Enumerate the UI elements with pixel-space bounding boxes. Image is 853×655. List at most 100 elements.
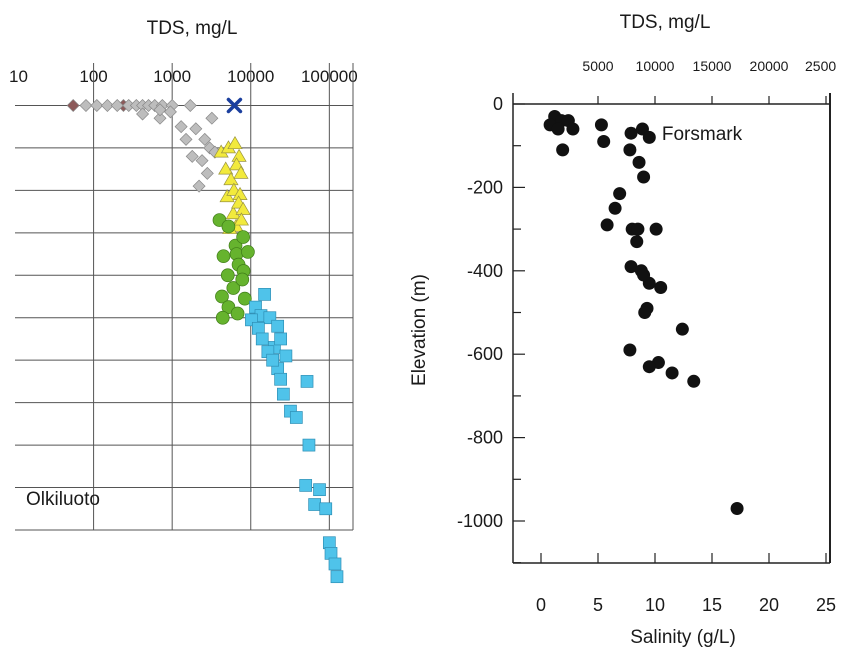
left-square-point [279,349,293,363]
right-top-tick-label: 10000 [636,58,675,74]
left-triangle-point [227,135,243,150]
left-square-point [271,319,285,333]
left-diamond-point [66,98,80,112]
right-data-point [637,268,651,282]
left-circle-point [215,289,229,304]
left-chart-title: TDS, mg/L [147,18,238,39]
right-data-point [613,187,627,201]
left-circle-point [215,310,230,325]
right-data-point [675,322,689,336]
right-y-tick-label: -400 [467,261,503,281]
right-data-point [637,170,651,184]
left-diamond-point [192,179,206,193]
right-data-point [642,130,656,144]
right-data-point [624,260,638,274]
right-y-axis-label: Elevation (m) [409,274,430,386]
right-data-point [600,218,614,232]
right-data-point [638,306,652,319]
right-y-tick-labels: 0 -200 -400 -600 -800 -1000 [457,94,503,531]
left-data-points [66,97,344,584]
left-grid [15,63,354,531]
left-circle-point [226,281,241,295]
left-diamond-point [189,122,203,136]
left-square-point [330,570,344,584]
left-square-point [324,546,338,560]
right-data-point [608,201,622,215]
left-square-point [322,536,336,550]
olkiluoto-panel: TDS, mg/L 10 100 1000 10000 100000 Olkiluoto [9,18,358,584]
right-y-tick-label: -200 [467,177,503,197]
right-data-points [543,110,744,515]
left-panel-annotation: Olkiluoto [26,489,100,510]
left-circle-point [237,291,252,306]
left-circle-point [216,249,231,264]
right-data-point [624,126,638,140]
right-top-tick-label: 20000 [750,58,789,74]
right-x-tick-label: 25 [816,595,836,615]
right-data-point [631,222,645,236]
right-x-tick-label: 20 [759,595,779,615]
left-diamond-point [205,111,219,125]
left-diamond-point [183,98,197,112]
left-circle-point [220,268,235,283]
right-y-tick-label: -1000 [457,511,503,531]
left-square-point [274,372,287,386]
right-top-tick-label: 2500 [805,58,836,74]
left-square-point [302,438,316,452]
left-square-point [300,375,314,388]
right-data-point [649,222,663,236]
left-triangle-point [218,161,234,175]
left-diamond-point [153,103,167,117]
left-diamond-point [179,132,193,146]
left-x-marker-point [226,97,243,114]
left-diamond-point [100,98,114,112]
left-diamond-point [153,111,167,125]
left-diamond-point [174,120,188,134]
right-data-point [623,343,637,357]
right-x-tick-label: 10 [645,595,665,615]
left-square-point [308,498,321,511]
left-diamond-point [198,132,212,146]
right-top-tick-labels: 5000 10000 15000 20000 2500 [582,58,836,74]
left-square-point [277,387,290,401]
right-top-tick-label: 15000 [693,58,732,74]
left-diamond-point [185,149,199,163]
left-circle-point [236,230,250,244]
right-x-tick-label: 15 [702,595,722,615]
left-diamond-point [136,107,150,121]
left-diamond-point [90,98,104,112]
left-square-point [258,288,271,301]
right-data-point [623,143,637,157]
left-diamond-point [163,105,177,119]
left-square-point [328,557,342,571]
right-data-point [687,374,701,388]
right-data-point [566,122,580,136]
left-circle-point [230,306,245,321]
right-y-tick-label: 0 [493,94,503,114]
left-diamond-point [200,166,214,180]
left-square-point [319,502,333,516]
right-x-tick-label: 5 [593,595,603,615]
right-data-point [630,235,644,249]
left-square-point [313,483,326,497]
left-square-point [289,411,303,424]
right-data-point [665,366,679,380]
left-triangle-point [233,212,250,226]
right-data-point [556,143,570,157]
right-panel-annotation: Forsmark [662,124,743,145]
left-triangle-point [228,157,245,171]
right-y-tick-label: -800 [467,428,503,448]
right-top-tick-label: 5000 [582,58,613,74]
right-data-point [551,122,565,136]
left-square-point [266,353,280,367]
right-chart-title: TDS, mg/L [620,12,711,33]
right-data-point [632,155,646,169]
right-data-point [642,360,656,374]
right-data-point [594,118,608,132]
left-circle-point [241,245,255,259]
left-triangle-point [235,201,251,215]
left-diamond-point [195,154,209,168]
right-x-tick-label: 0 [536,595,546,615]
left-triangle-point [219,189,235,203]
